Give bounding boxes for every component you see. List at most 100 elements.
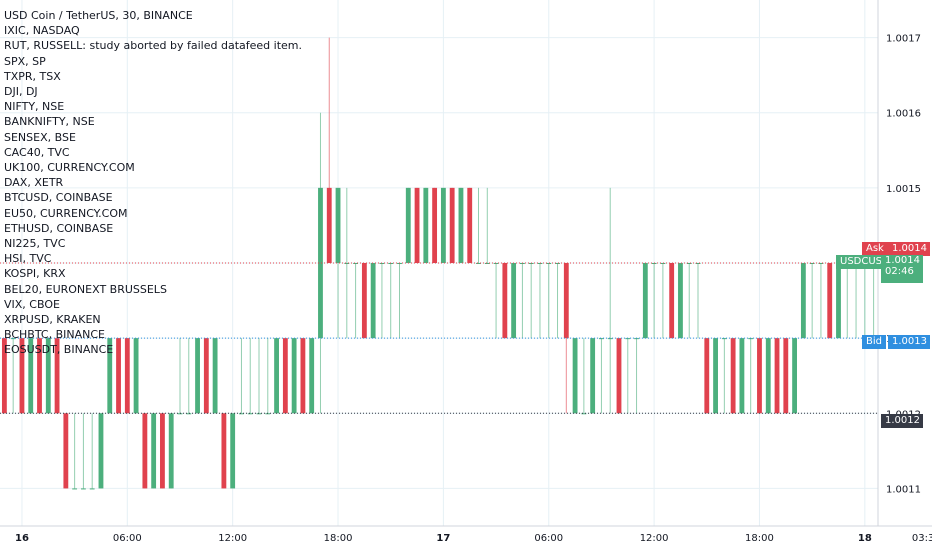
- chart-title: USD Coin / TetherUS, 30, BINANCE: [4, 9, 193, 22]
- candle-body: [133, 338, 139, 414]
- candle-body: [247, 413, 253, 415]
- candle-body: [335, 187, 341, 263]
- candle-body: [581, 413, 587, 415]
- chart-legend: USD Coin / TetherUS, 30, BINANCE IXIC, N…: [4, 8, 302, 358]
- candle-body: [54, 338, 60, 414]
- candle-body: [1, 338, 7, 414]
- candle-body: [212, 338, 218, 414]
- legend-item[interactable]: SPX, SP: [4, 54, 46, 68]
- candle-body: [765, 338, 771, 414]
- legend-item[interactable]: SENSEX, BSE: [4, 130, 76, 144]
- candle-body: [563, 263, 569, 339]
- candle-body: [555, 263, 560, 264]
- y-tick-label: 1.0017: [886, 34, 921, 45]
- candle-body: [599, 338, 604, 340]
- x-tick-label: 03:30: [912, 533, 932, 544]
- candle-body: [757, 338, 762, 414]
- legend-item[interactable]: EOSUSDT, BINANCE: [4, 343, 114, 357]
- x-tick-label: 12:00: [640, 533, 669, 544]
- candle-body: [730, 338, 736, 414]
- candle-body: [792, 338, 798, 414]
- candle-body: [572, 338, 578, 414]
- candle-body: [203, 338, 209, 414]
- legend-item[interactable]: KOSPI, KRX: [4, 267, 66, 281]
- y-tick-label: 1.0011: [886, 484, 921, 495]
- candle-body: [63, 413, 69, 489]
- legend-item[interactable]: BEL20, EURONEXT BRUSSELS: [4, 282, 167, 296]
- legend-item[interactable]: DAX, XETR: [4, 176, 64, 190]
- legend-item[interactable]: BTCUSD, COINBASE: [4, 191, 113, 205]
- legend-item[interactable]: RUT, RUSSELL: study aborted by failed da…: [4, 39, 302, 53]
- candle-body: [695, 263, 701, 264]
- legend-item[interactable]: BANKNIFTY, NSE: [4, 115, 95, 129]
- candle-body: [98, 413, 104, 489]
- x-tick-label: 17: [436, 533, 450, 544]
- legend-item[interactable]: IXIC, NASDAQ: [4, 24, 80, 38]
- legend-item[interactable]: TXPR, TSX: [4, 69, 61, 83]
- candle-body: [449, 187, 455, 263]
- candle-body: [177, 413, 183, 415]
- candle-body: [467, 187, 473, 263]
- candle-body: [309, 338, 315, 414]
- candle-body: [160, 413, 165, 489]
- candle-body: [642, 263, 648, 339]
- candle-body: [774, 338, 780, 414]
- candles: [1, 37, 877, 490]
- candle-body: [432, 187, 438, 263]
- candle-body: [274, 338, 279, 414]
- bar-countdown: 02:46: [885, 266, 914, 277]
- candle-body: [282, 338, 288, 414]
- legend-item[interactable]: UK100, CURRENCY.COM: [4, 161, 135, 175]
- legend-item[interactable]: HSI, TVC: [4, 252, 52, 266]
- candle-body: [10, 338, 16, 340]
- candle-body: [300, 338, 306, 414]
- candle-body: [28, 338, 34, 414]
- legend-item[interactable]: XRPUSD, KRAKEN: [4, 313, 101, 327]
- candle-body: [405, 187, 411, 263]
- candle-body: [124, 338, 130, 414]
- candle-body: [800, 263, 806, 339]
- candle-body: [537, 263, 543, 264]
- candle-body: [660, 263, 666, 264]
- legend-item[interactable]: CAC40, TVC: [4, 145, 70, 159]
- candle-body: [440, 187, 446, 263]
- candle-body: [80, 488, 86, 490]
- candle-body: [458, 187, 464, 263]
- legend-item[interactable]: DJI, DJ: [4, 85, 38, 99]
- candle-body: [45, 338, 51, 414]
- candle-body: [414, 187, 420, 263]
- legend-item[interactable]: EU50, CURRENCY.COM: [4, 206, 128, 220]
- crosshair-price-tag: 1.0012: [881, 414, 923, 428]
- candle-body: [686, 263, 692, 264]
- candle-body: [291, 338, 297, 414]
- candle-body: [739, 338, 745, 414]
- candle-body: [344, 263, 350, 264]
- time-axis[interactable]: 16 06:00 12:00 18:00 17 06:00 12:00 18:00 18 03:3…: [15, 533, 932, 544]
- candle-body: [116, 338, 121, 414]
- candle-body: [616, 338, 622, 414]
- candle-body: [678, 263, 683, 339]
- legend-item[interactable]: NIFTY, NSE: [4, 100, 65, 114]
- legend-item[interactable]: ETHUSD, COINBASE: [4, 221, 114, 235]
- candle-body: [502, 263, 508, 339]
- candle-body: [493, 263, 499, 264]
- x-tick-label: 06:00: [113, 533, 142, 544]
- last-price-tag: 1.0014 02:46: [881, 255, 923, 283]
- candle-body: [809, 263, 815, 264]
- x-tick-label: 12:00: [218, 533, 247, 544]
- legend-item[interactable]: VIX, CBOE: [4, 297, 60, 311]
- legend-item[interactable]: NI225, TVC: [4, 237, 66, 251]
- candle-body: [195, 338, 200, 414]
- candle-body: [151, 413, 157, 489]
- candle-body: [37, 338, 42, 414]
- x-tick-label: 06:00: [534, 533, 563, 544]
- candle-body: [669, 263, 675, 339]
- legend-item[interactable]: BCHBTC, BINANCE: [4, 328, 106, 342]
- candle-body: [239, 413, 244, 415]
- candle-body: [607, 338, 613, 340]
- candle-body: [107, 338, 113, 414]
- bid-label-tag: Bid: [862, 335, 886, 349]
- candle-body: [721, 338, 727, 340]
- ask-label-tag: Ask: [862, 242, 888, 256]
